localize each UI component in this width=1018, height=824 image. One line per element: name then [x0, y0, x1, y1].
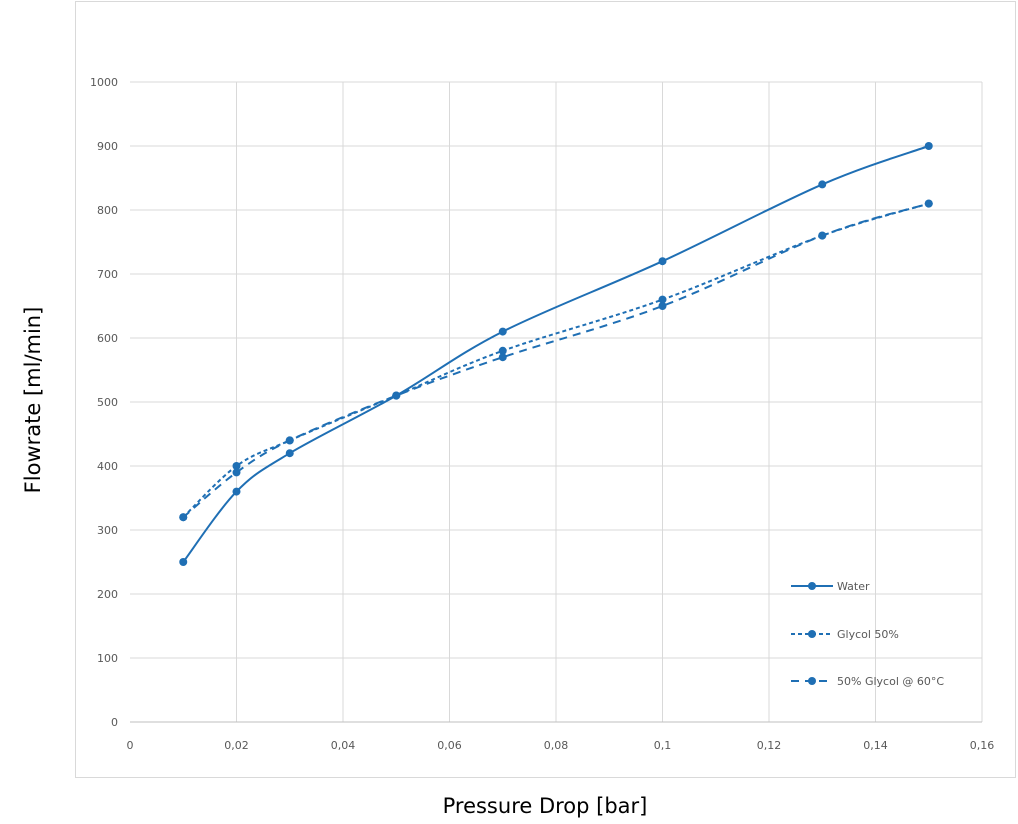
x-tick-labels: 0 0,02 0,04 0,06 0,08 0,1 0,12 0,14 0,16: [127, 739, 995, 752]
y-tick-label: 0: [111, 716, 118, 729]
series-1-point: [179, 558, 188, 566]
y-tick-label: 400: [97, 460, 118, 473]
x-tick-label: 0: [127, 739, 134, 752]
x-tick-label: 0,04: [331, 739, 356, 752]
series-3-point: [498, 353, 507, 362]
series-2-line: [182, 202, 930, 518]
series-1-point: [924, 142, 933, 150]
legend-marker: [808, 630, 816, 638]
x-axis-title: Pressure Drop [bar]: [443, 794, 648, 818]
y-tick-label: 300: [97, 524, 118, 537]
legend-label: Glycol 50%: [837, 628, 899, 641]
y-tick-label: 200: [97, 588, 118, 601]
x-tick-label: 0,14: [863, 739, 888, 752]
chart-area-border: [75, 1, 1016, 778]
x-tick-label: 0,02: [224, 739, 249, 752]
y-axis-title: Flowrate [ml/min]: [21, 307, 45, 494]
series-3-point: [924, 199, 933, 208]
y-tick-label: 900: [97, 140, 118, 153]
series-3-point: [658, 302, 667, 310]
series-1-point: [818, 180, 827, 189]
series-1-point: [498, 327, 507, 336]
legend: Water Glycol 50% 50% Glycol @ 60°C: [791, 580, 944, 688]
legend-marker: [808, 677, 816, 685]
series-3-point: [232, 468, 241, 477]
x-tick-label: 0,08: [544, 739, 569, 752]
x-tick-label: 0,12: [757, 739, 782, 752]
series-2-point: [232, 462, 241, 470]
y-tick-label: 800: [97, 204, 118, 217]
series-1-point: [232, 487, 241, 496]
y-tick-label: 1000: [90, 76, 118, 89]
y-tick-label: 700: [97, 268, 118, 281]
y-tick-label: 500: [97, 396, 118, 409]
y-tick-labels: 0 100 200 300 400 500 600 700 800 900 1000: [90, 76, 118, 729]
series-1-point: [658, 257, 667, 266]
legend-label: 50% Glycol @ 60°C: [837, 675, 944, 688]
gridlines: [130, 81, 983, 722]
x-tick-label: 0,1: [654, 739, 672, 752]
series-group: [179, 142, 933, 566]
series-3-point: [179, 513, 188, 522]
series-3-point: [818, 231, 827, 240]
legend-marker: [808, 582, 816, 590]
series-3-point: [392, 391, 401, 400]
x-tick-label: 0,16: [970, 739, 995, 752]
series-2-point: [498, 346, 507, 355]
series-1-line: [182, 145, 930, 563]
y-tick-label: 100: [97, 652, 118, 665]
series-3-point: [285, 436, 294, 445]
legend-label: Water: [837, 580, 870, 593]
series-3-line: [182, 202, 930, 518]
y-tick-label: 600: [97, 332, 118, 345]
x-tick-label: 0,06: [437, 739, 462, 752]
series-1-point: [285, 449, 294, 458]
series-2-point: [658, 295, 667, 304]
